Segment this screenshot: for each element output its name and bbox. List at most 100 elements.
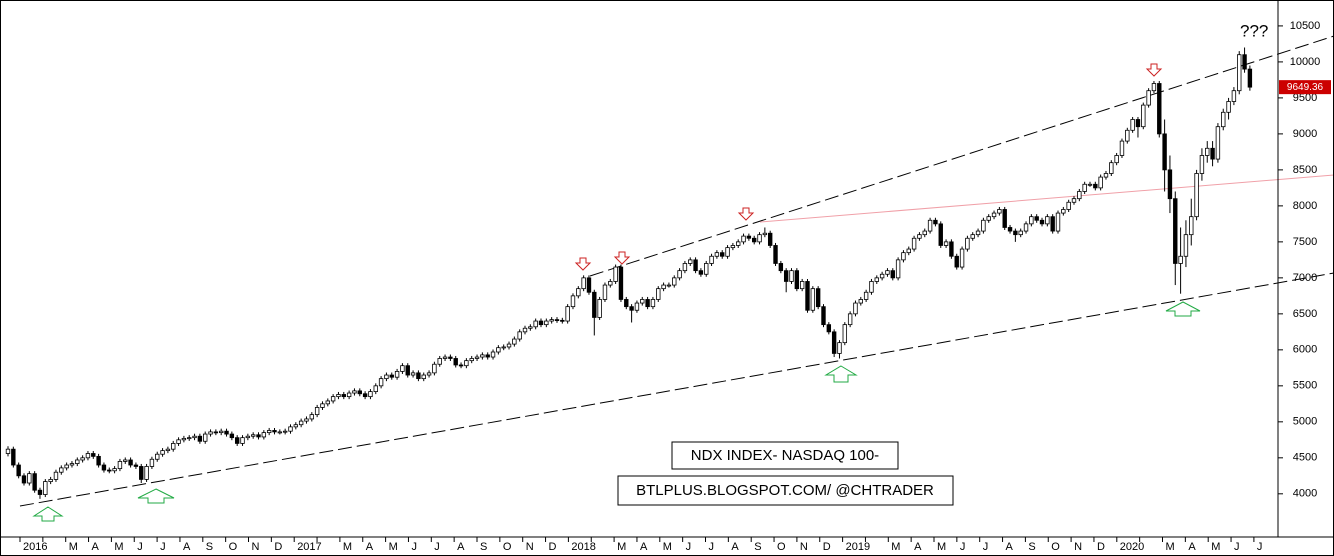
title-box [671,441,899,470]
candle-body [736,241,741,246]
candle-body [43,481,48,495]
x-tick-label: A [1006,541,1014,553]
x-tick-label: M [937,541,946,553]
credit-annotation: BTLPLUS.BLOGSPOT.COM/ @CHTRADER [636,482,934,499]
candle-body [187,437,192,440]
candle-body [1002,209,1007,228]
x-tick-label: O [229,541,238,553]
candle-body [720,252,725,257]
candle-body [1135,119,1141,128]
x-tick-label: N [252,541,260,553]
candle-body [298,420,304,426]
x-tick-label: N [1074,541,1082,553]
candle-body [1199,155,1205,174]
candle-body [970,234,975,239]
candle-body [224,430,229,435]
candle-body [1109,162,1114,174]
candle-body [107,469,112,472]
x-tick-label: S [480,541,487,553]
candle-body [879,273,885,279]
candle-body [1061,209,1066,214]
candle-body [890,270,895,279]
candle-body [1103,173,1109,178]
candle-body [1082,183,1087,192]
candle-body [432,363,437,374]
last-price-label: 9649.36 [1287,82,1324,93]
candle-body [943,241,949,246]
candle-body [863,291,869,300]
candle-body [458,364,464,367]
candle-body [1018,230,1023,236]
candle-body [1242,54,1247,70]
candle-body [1066,201,1071,210]
candle-body [149,458,155,467]
candle-body [869,281,874,293]
x-tick-label: J [709,541,715,553]
candle-body [906,248,911,254]
y-tick-label: 7500 [1293,236,1317,248]
red-arrows [574,63,1163,271]
candle-body [1194,173,1199,218]
candle-body [69,463,75,466]
y-tick-label: 8000 [1293,200,1317,212]
candle-body [981,219,986,232]
candle-body [1125,129,1130,142]
candle-body [1221,111,1226,128]
candle-body [949,241,954,257]
x-tick-label: M [114,541,123,553]
candle-body [858,299,863,304]
x-tick-label: J [160,541,166,553]
candle-body [549,319,554,322]
candle-body [1007,227,1013,232]
candle-body [815,288,821,308]
down-arrow [1145,63,1163,77]
candle-body [250,434,256,437]
x-tick-label: M [1211,541,1220,553]
candle-body [911,237,917,250]
y-tick-label: 5000 [1293,416,1317,428]
candle-body [16,464,21,477]
candle-body [1215,126,1221,160]
candle-body [1039,219,1045,225]
candle-body [533,320,538,328]
candle-body [661,284,666,290]
candle-body [320,403,325,408]
up-arrow [32,506,64,522]
candle-body [59,467,64,473]
candle-body [608,281,613,286]
candle-body [725,247,730,257]
down-arrow [574,257,592,271]
candle-body [1071,198,1077,203]
candle-body [101,464,107,471]
x-tick-label: 2018 [571,541,595,553]
last-price-box [1279,80,1331,95]
candle-body [1077,191,1082,200]
x-tick-label: A [457,541,465,553]
x-tick-label: N [526,541,534,553]
upper-trend-line [589,35,1334,277]
candle-body [1093,183,1098,189]
candle-body [234,437,240,444]
y-tick-label: 8500 [1293,164,1317,176]
candle-body [176,439,181,444]
lower-trend-line [19,272,1334,507]
candle-body [266,430,272,434]
candle-body [501,346,506,349]
candle-body [688,259,693,264]
candle-body [1167,169,1173,200]
candle-body [645,299,650,308]
candle-body [213,431,219,434]
candle-body [53,471,59,480]
candle-body [1045,216,1050,225]
candle-body [618,266,624,300]
trend-lines [19,35,1334,507]
candle-body [464,360,469,367]
candle-body [293,424,299,428]
pink-trend-line [759,174,1334,223]
candle-body [783,270,789,282]
candle-body [165,448,171,452]
candle-body [1157,83,1162,135]
green-arrows [32,301,1201,522]
candle-body [314,407,320,416]
